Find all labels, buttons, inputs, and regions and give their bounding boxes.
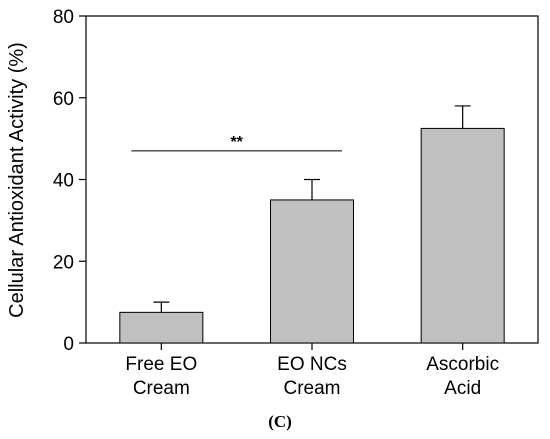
plot-area: 0 20 40 60 80 Free EO Cream EO NCs Cream Ascorbic… — [53, 7, 539, 399]
x-category-label-line: Cream — [283, 378, 340, 399]
x-category-label-line: EO NCs — [277, 354, 347, 375]
y-tick-label: 20 — [53, 252, 74, 273]
x-category-label-line: Acid — [444, 378, 481, 399]
x-category-label-line: Ascorbic — [426, 354, 499, 375]
bar — [119, 311, 204, 344]
x-category-label-line: Cream — [133, 378, 190, 399]
x-category-label: Ascorbic Acid — [426, 354, 499, 399]
x-category-label-line: Free EO — [125, 354, 197, 375]
bar — [420, 127, 505, 344]
x-category-label: Free EO Cream — [125, 354, 197, 399]
panel-label: (C) — [268, 412, 292, 431]
x-category-label: EO NCs Cream — [277, 354, 347, 399]
bar — [270, 199, 354, 344]
y-tick-label: 60 — [53, 89, 74, 110]
y-axis-title: Cellular Antioxidant Activity (%) — [6, 42, 28, 318]
significance-label: ** — [230, 134, 243, 151]
y-tick-label: 80 — [53, 7, 74, 28]
y-tick-label: 40 — [53, 171, 74, 192]
y-tick-label: 0 — [63, 334, 74, 355]
